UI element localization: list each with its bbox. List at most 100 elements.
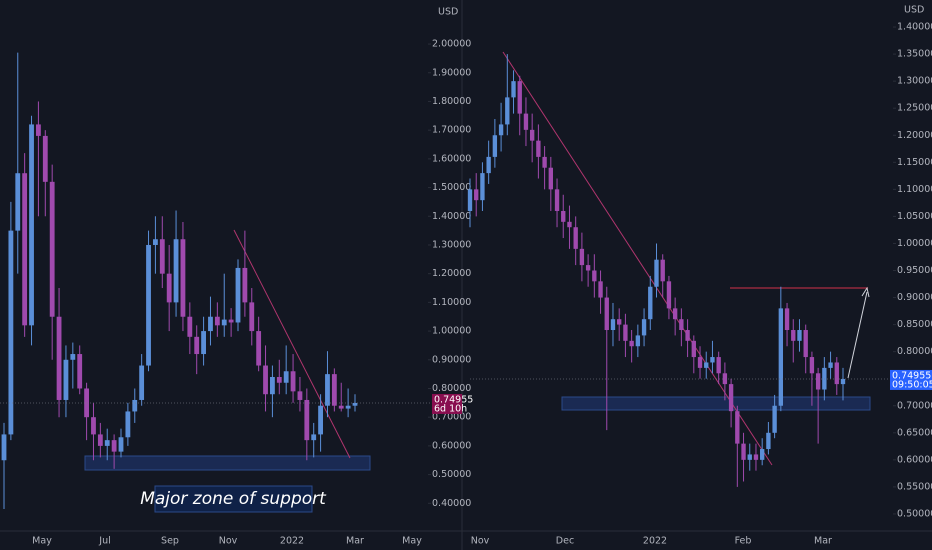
candle-body (598, 281, 603, 298)
candle-body (685, 330, 690, 341)
y-tick-label: 0.50000 (432, 469, 471, 480)
candle-body (548, 167, 553, 190)
candle-body (617, 319, 622, 325)
candle-body (331, 374, 337, 406)
x-tick-label: Dec (556, 536, 574, 547)
y-tick-label: 1.40000 (897, 22, 932, 33)
y-tick-label: 0.80000 (897, 346, 932, 357)
candle-body (629, 340, 634, 347)
x-tick-label: 2022 (643, 536, 667, 547)
candle-body (536, 140, 541, 157)
candle-body (180, 239, 186, 317)
annotation: Major zone of support (140, 489, 327, 509)
support-zone (561, 396, 871, 411)
x-tick-label: May (32, 536, 52, 547)
candle-body (84, 388, 89, 418)
candle-body (221, 319, 227, 326)
candle-body (352, 402, 358, 406)
axis-unit: USD (904, 5, 924, 16)
candle-body (474, 189, 479, 201)
y-tick-label: 2.00000 (432, 39, 471, 50)
candle-body (486, 156, 491, 174)
candle-body (104, 440, 110, 446)
candle-body (498, 124, 504, 136)
price-tag-box (432, 393, 462, 414)
candle-body (345, 405, 351, 409)
candle-body (139, 365, 145, 400)
candle-body (604, 297, 609, 331)
candle-body (784, 308, 790, 331)
candle-body (276, 377, 282, 383)
candle-body (573, 227, 578, 249)
candle-body (187, 316, 193, 337)
candle-body (97, 434, 103, 446)
y-tick-label: 0.60000 (897, 454, 932, 465)
candle-body (325, 374, 330, 406)
candle-body (153, 239, 158, 245)
price-label: 0.74955 (434, 394, 473, 405)
y-tick-label: 1.30000 (897, 76, 932, 87)
candle-body (760, 449, 765, 460)
candle-body (311, 434, 317, 441)
candle-body (579, 248, 585, 266)
x-tick-label: Mar (814, 536, 832, 547)
candle-body (63, 359, 69, 400)
candle-body (111, 440, 117, 452)
y-tick-label: 1.10000 (432, 297, 471, 308)
y-tick-label: 1.15000 (897, 157, 932, 168)
y-tick-label: 1.80000 (432, 96, 471, 107)
candle-body (791, 330, 796, 341)
candle-body (214, 316, 220, 326)
candle-body (249, 302, 255, 332)
candle-body (511, 81, 516, 98)
axis-unit: USD (438, 7, 458, 18)
candle-body (56, 316, 62, 400)
candle-body (561, 210, 566, 222)
candle-body (523, 113, 529, 130)
candle-body (691, 340, 696, 358)
candle-body (132, 399, 138, 412)
candle-body (635, 335, 641, 347)
y-tick-label: 0.80000 (432, 383, 471, 394)
y-tick-label: 0.50000 (897, 508, 932, 519)
y-tick-label: 0.70000 (897, 400, 932, 411)
y-tick-label: 1.40000 (432, 211, 471, 222)
price-label: 0.74955 (892, 370, 931, 381)
candle-body (697, 357, 703, 368)
candle-body (623, 324, 628, 341)
candle-body (840, 378, 846, 385)
y-tick-label: 1.20000 (432, 268, 471, 279)
candle-body (666, 281, 672, 309)
candle-body (173, 239, 179, 303)
candle-body (641, 319, 647, 336)
y-tick-label: 0.70000 (432, 412, 471, 423)
candle-body (194, 336, 200, 355)
candle-body (42, 135, 48, 182)
y-tick-label: 1.90000 (432, 67, 471, 78)
arrow-head (861, 286, 870, 298)
y-tick-label: 1.35000 (897, 49, 932, 60)
candle-body (772, 405, 777, 433)
x-tick-label: Feb (735, 536, 752, 547)
y-tick-label: 1.30000 (432, 239, 471, 250)
support-zone (84, 455, 371, 471)
candle-body (159, 239, 165, 274)
y-tick-label: 1.00000 (432, 326, 471, 337)
countdown: 6d 10h (434, 403, 467, 414)
candle-body (22, 173, 28, 326)
candle-body (610, 319, 616, 331)
candle-body (201, 331, 206, 355)
candle-body (318, 405, 323, 435)
candle-body (270, 377, 275, 395)
candle-body (710, 357, 715, 363)
candle-body (283, 371, 289, 383)
candle-body (505, 97, 510, 125)
x-tick-label: Jul (98, 536, 110, 547)
candle-body (166, 273, 172, 303)
y-tick-label: 1.10000 (897, 184, 932, 195)
